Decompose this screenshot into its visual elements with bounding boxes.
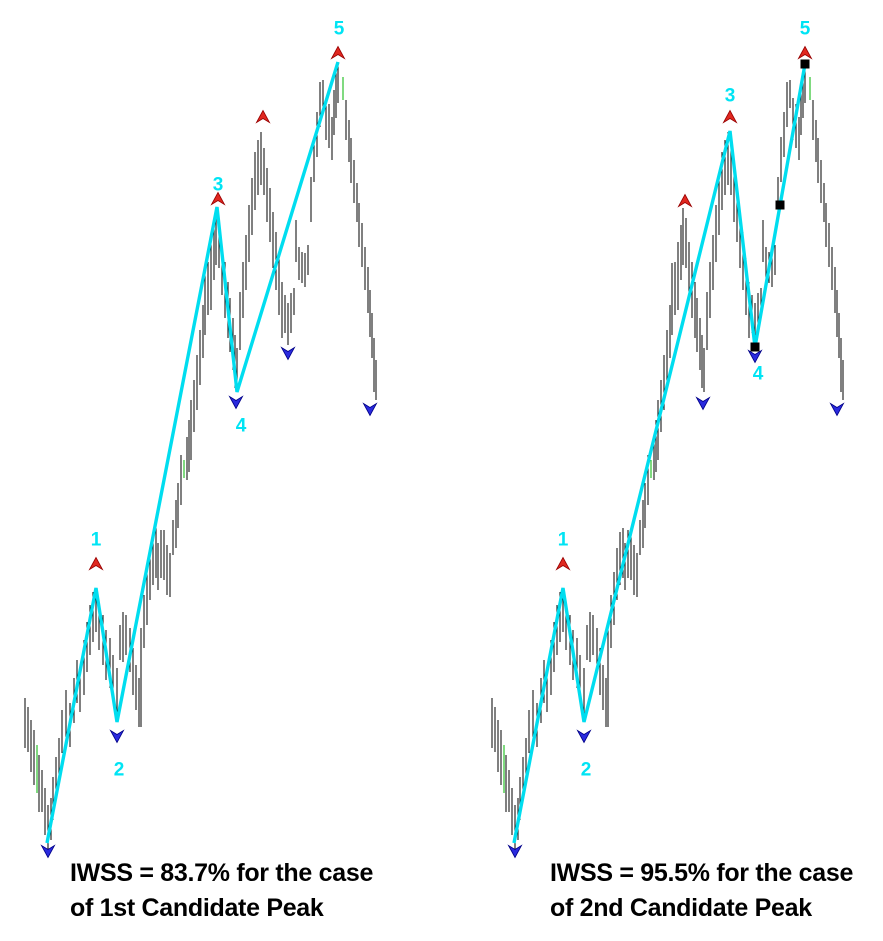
wave-number-label: 4 xyxy=(753,364,764,385)
caption-1st-candidate: IWSS = 83.7% for the case of 1st Candida… xyxy=(70,856,373,926)
caption-line-1: IWSS = 95.5% for the case xyxy=(550,859,854,887)
caption-line-2: of 1st Candidate Peak xyxy=(70,894,324,922)
zigzag-wave-line xyxy=(45,61,340,844)
peak-arrow-icon xyxy=(210,191,226,206)
bullish-price-bars xyxy=(36,77,344,793)
zigzag-wave-line xyxy=(512,63,807,844)
bullish-price-bars xyxy=(503,77,811,793)
wave-number-label: 5 xyxy=(800,19,811,40)
wave-number-label: 3 xyxy=(213,175,224,196)
caption-line-2: of 2nd Candidate Peak xyxy=(550,894,812,922)
wave-number-label: 3 xyxy=(725,86,736,107)
trough-arrow-icon xyxy=(695,396,711,411)
selection-handle xyxy=(750,342,760,352)
trough-arrow-icon xyxy=(362,402,378,417)
chart-2nd-candidate-peak: 1 2 3 4 5 xyxy=(491,19,845,859)
selection-handle xyxy=(800,59,810,69)
selection-handle xyxy=(775,200,785,210)
caption-2nd-candidate: IWSS = 95.5% for the case of 2nd Candida… xyxy=(550,856,853,926)
trough-arrow-icon xyxy=(576,729,592,744)
chart-1st-candidate-peak: 1 2 3 4 5 xyxy=(24,19,378,859)
trough-arrow-icon xyxy=(747,349,763,364)
trough-arrow-icon xyxy=(829,402,845,417)
wave-number-label: 4 xyxy=(236,416,247,437)
trough-arrow-icon xyxy=(507,844,523,859)
peak-arrow-icon xyxy=(330,45,346,60)
peak-arrow-icon xyxy=(88,556,104,571)
wave-number-label: 2 xyxy=(114,760,125,781)
caption-line-1: IWSS = 83.7% for the case xyxy=(70,859,374,887)
wave-number-label: 2 xyxy=(581,760,592,781)
peak-arrow-icon xyxy=(677,193,693,208)
peak-arrow-icon xyxy=(555,556,571,571)
trough-arrow-icon xyxy=(280,346,296,361)
price-bars xyxy=(24,62,377,853)
trough-arrow-icon xyxy=(228,395,244,410)
trough-arrow-icon xyxy=(109,729,125,744)
wave-number-label: 1 xyxy=(91,530,102,551)
wave-number-label: 1 xyxy=(558,530,569,551)
trough-arrow-icon xyxy=(40,844,56,859)
price-bars xyxy=(491,62,844,853)
peak-arrow-icon xyxy=(255,109,271,124)
wave-number-label: 5 xyxy=(334,19,345,40)
peak-arrow-icon xyxy=(797,45,813,60)
peak-arrow-icon xyxy=(722,109,738,124)
